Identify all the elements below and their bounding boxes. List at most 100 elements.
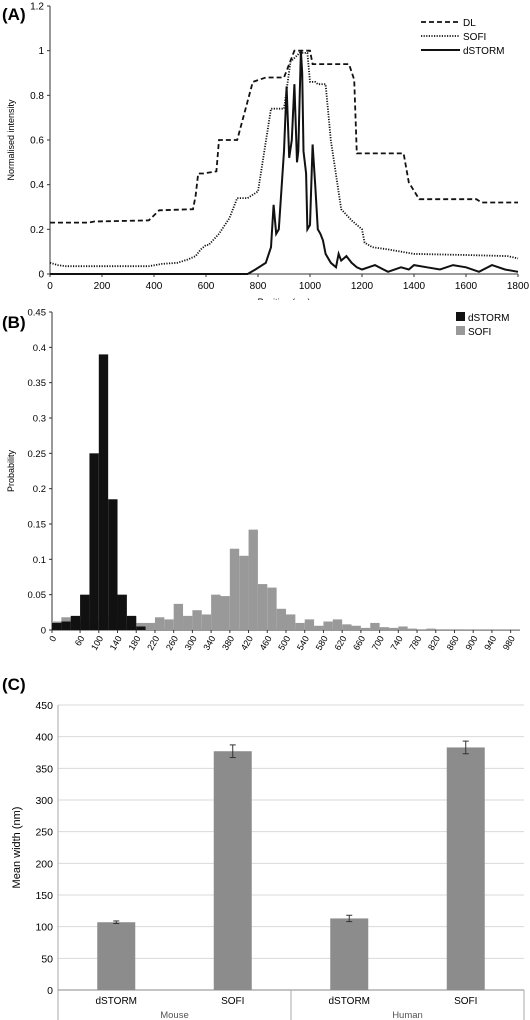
- b-x-tick-label: 580: [314, 634, 330, 652]
- b-bar-sofi: [267, 587, 277, 630]
- panel-c-label: (C): [2, 675, 26, 694]
- b-bar-sofi: [286, 614, 296, 630]
- b-legend-swatch: [456, 326, 465, 335]
- b-bar-sofi: [154, 617, 165, 630]
- a-y-axis-label: Normalised intensity: [6, 99, 16, 181]
- b-x-tick-label: 780: [407, 634, 423, 652]
- b-bar-sofi: [145, 622, 155, 630]
- b-bar-sofi: [398, 626, 408, 630]
- b-x-tick-label: 860: [445, 634, 461, 652]
- b-x-tick-label: 0: [47, 634, 58, 643]
- c-bar: [330, 918, 369, 990]
- c-y-tick-label: 200: [35, 858, 53, 870]
- b-bar-sofi: [173, 603, 184, 630]
- c-category-label: dSTORM: [96, 996, 138, 1007]
- c-y-tick-label: 150: [35, 890, 53, 902]
- a-y-tick-label: 1: [38, 46, 44, 57]
- a-legend-label: SOFI: [463, 32, 486, 43]
- a-series-dstorm: [50, 50, 519, 275]
- b-x-tick-label: 540: [295, 634, 311, 652]
- b-bar-sofi: [445, 629, 455, 630]
- a-x-tick-label: 600: [198, 281, 215, 292]
- a-x-tick-label: 1200: [351, 281, 374, 292]
- b-bar-dstorm: [80, 594, 90, 630]
- b-x-tick-label: 940: [482, 634, 498, 652]
- b-bar-dstorm: [52, 622, 62, 630]
- a-x-tick-label: 1000: [299, 281, 322, 292]
- c-bar: [446, 747, 485, 990]
- b-x-tick-label: 340: [201, 634, 217, 652]
- b-y-tick-label: 0.2: [33, 484, 46, 495]
- b-bar-sofi: [304, 619, 315, 630]
- b-bar-dstorm: [70, 615, 81, 630]
- panel-c-bar-chart: (C) 0 50 100 150 200 250 300 350 400 450 Mean widt…: [2, 675, 525, 1020]
- c-bar: [97, 922, 136, 990]
- a-y-tick-label: 0.8: [30, 91, 44, 102]
- b-bar-dstorm: [98, 354, 109, 630]
- b-x-tick-label: 500: [276, 634, 292, 652]
- b-bar-sofi: [220, 596, 230, 630]
- a-x-tick-label: 400: [146, 281, 163, 292]
- b-bar-sofi: [360, 627, 371, 630]
- b-bar-sofi: [323, 621, 333, 630]
- b-x-tick-label: 660: [351, 634, 367, 652]
- b-x-tick-label: 980: [501, 634, 517, 652]
- b-bar-sofi: [183, 615, 193, 630]
- a-y-tick-label: 1.2: [30, 2, 44, 13]
- c-y-tick-label: 250: [35, 827, 53, 839]
- a-y-tick-label: 0.2: [30, 225, 44, 236]
- b-bar-sofi: [435, 629, 446, 630]
- b-y-tick-label: 0.05: [28, 590, 47, 601]
- a-x-tick-label: 1400: [403, 281, 426, 292]
- b-x-tick-label: 900: [463, 634, 479, 652]
- a-x-tick-label: 200: [94, 281, 111, 292]
- b-y-axis-label: Probability: [6, 449, 16, 492]
- a-y-tick-label: 0: [38, 270, 44, 281]
- b-bar-sofi: [248, 529, 258, 630]
- c-y-tick-label: 350: [35, 763, 53, 775]
- b-bar-dstorm: [126, 615, 137, 630]
- b-legend-swatch: [456, 312, 465, 321]
- b-bar-sofi: [342, 624, 352, 630]
- b-y-tick-label: 0.25: [28, 449, 47, 460]
- a-y-tick-label: 0.4: [30, 180, 44, 191]
- b-bar-sofi: [201, 614, 212, 630]
- b-x-tick-label: 100: [89, 634, 105, 652]
- b-bar-dstorm: [61, 621, 71, 630]
- b-bar-sofi: [239, 555, 249, 630]
- a-series-sofi: [49, 52, 519, 268]
- b-bar-dstorm: [108, 499, 118, 630]
- a-x-tick-label: 1800: [507, 281, 530, 292]
- panel-a-line-chart: (A) 0 0.2 0.4 0.6 0.8 1 1.2 0 200 400 600 800 1000 12…: [2, 2, 530, 301]
- a-series-dl: [50, 49, 518, 224]
- b-bar-sofi: [257, 584, 268, 630]
- b-y-tick-label: 0.1: [33, 555, 46, 566]
- b-bar-dstorm: [117, 594, 127, 630]
- a-legend-label: DL: [463, 18, 476, 29]
- b-bar-sofi: [295, 622, 305, 630]
- c-category-label: dSTORM: [329, 996, 371, 1007]
- b-y-tick-label: 0: [41, 626, 46, 637]
- c-group-label: Mouse: [160, 1010, 189, 1020]
- b-x-tick-label: 820: [426, 634, 442, 652]
- a-legend-label: dSTORM: [463, 46, 505, 57]
- c-category-label: SOFI: [454, 996, 477, 1007]
- b-x-tick-label: 300: [183, 634, 199, 652]
- b-x-tick-label: 620: [332, 634, 348, 652]
- b-bar-sofi: [351, 625, 361, 630]
- b-bar-sofi: [332, 619, 343, 630]
- b-y-tick-label: 0.35: [28, 378, 47, 389]
- b-y-tick-label: 0.45: [28, 308, 47, 319]
- b-bar-sofi: [229, 548, 240, 630]
- b-x-tick-label: 700: [370, 634, 386, 652]
- b-bar-dstorm: [89, 453, 99, 630]
- b-legend-label: SOFI: [468, 327, 491, 338]
- c-group-label: Human: [392, 1010, 423, 1020]
- a-x-tick-label: 800: [250, 281, 267, 292]
- panel-a-label: (A): [2, 5, 26, 24]
- a-x-tick-label: 1600: [455, 281, 478, 292]
- b-y-tick-label: 0.4: [33, 343, 46, 354]
- c-y-axis-label: Mean width (nm): [11, 807, 23, 889]
- b-bar-sofi: [388, 627, 399, 630]
- a-y-tick-label: 0.6: [30, 136, 44, 147]
